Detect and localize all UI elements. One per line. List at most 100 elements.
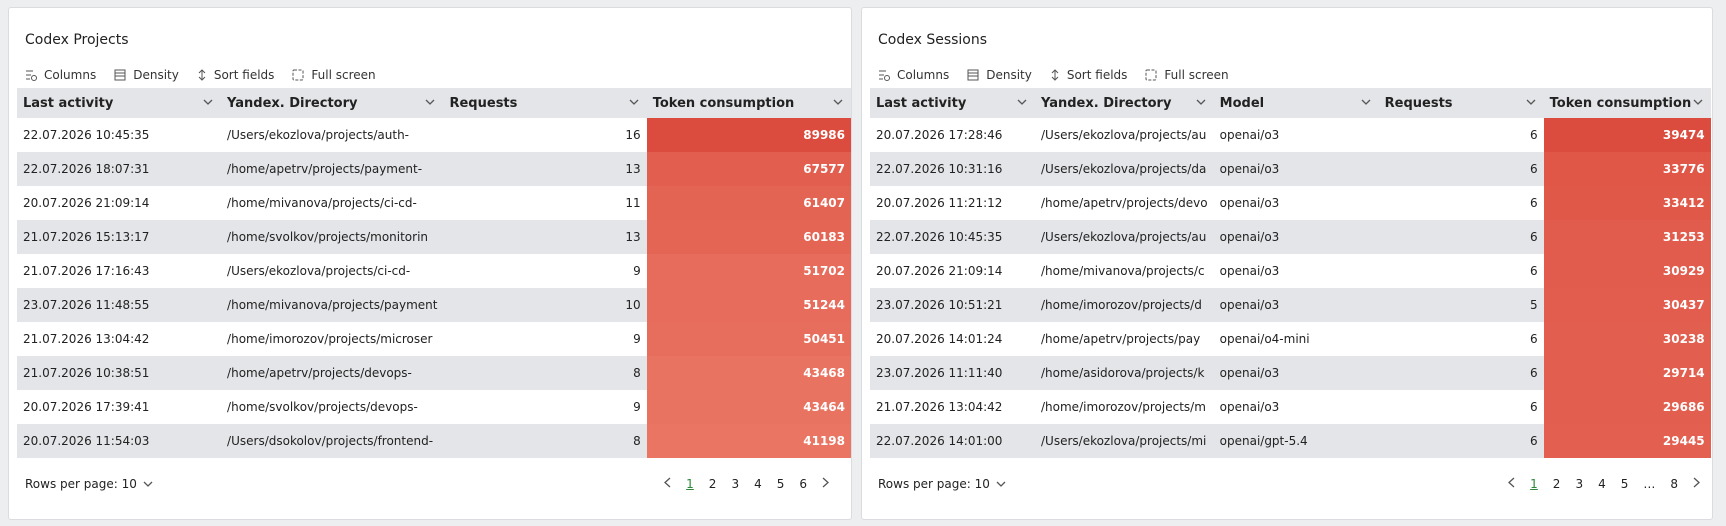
table-cell: openai/o3 [1213, 152, 1379, 186]
rows-per-page[interactable]: Rows per page: 10 [25, 477, 153, 491]
table-row: 21.07.2026 13:04:42/home/imorozov/projec… [870, 390, 1711, 424]
table-cell: 13 [443, 152, 647, 186]
table-cell: /home/asidorova/projects/k [1035, 356, 1214, 390]
page-number[interactable]: 4 [754, 477, 762, 491]
column-header[interactable]: Token consumption [646, 88, 851, 118]
table-cell: 9 [633, 264, 641, 278]
table-cell: 20.07.2026 21:09:14 [876, 264, 1003, 278]
table-cell: /home/apetrv/projects/devo [1041, 196, 1208, 210]
table-row: 23.07.2026 10:51:21/home/imorozov/projec… [870, 288, 1711, 322]
column-header[interactable]: Token consumption [1543, 88, 1711, 118]
page-arrow[interactable] [822, 477, 829, 491]
table-cell: 9 [633, 400, 641, 414]
page-number[interactable]: 3 [1575, 477, 1584, 491]
rows-per-page-label: Rows per page: 10 [878, 477, 990, 491]
table-cell: /home/apetrv/projects/payment- [221, 152, 444, 186]
table-row: 22.07.2026 10:31:16/Users/ekozlova/proje… [870, 152, 1711, 186]
toolbar-button[interactable]: Full screen [1145, 68, 1229, 82]
column-header[interactable]: Last activity [17, 88, 222, 118]
page-number[interactable]: 4 [1598, 477, 1606, 491]
column-header[interactable]: Last activity [870, 88, 1035, 118]
page-number[interactable]: 6 [799, 477, 807, 491]
heat-cell: 30238 [1543, 322, 1711, 356]
table-cell: /home/apetrv/projects/devops- [221, 356, 444, 390]
page-number[interactable]: 2 [1552, 477, 1561, 491]
page-number[interactable]: 5 [1620, 477, 1629, 491]
column-title: Requests [1384, 95, 1453, 111]
table-cell: /Users/dsokolov/projects/frontend- [221, 424, 444, 458]
page-arrow[interactable] [1693, 477, 1700, 491]
column-header[interactable]: Requests [1378, 88, 1544, 118]
table-cell: /home/mivanova/projects/ci-cd- [227, 196, 417, 210]
table-cell: 23.07.2026 11:48:55 [17, 288, 222, 322]
table-cell: 5 [1378, 288, 1544, 322]
heat-cell: 31253 [1543, 220, 1711, 254]
heat-cell: 50451 [646, 322, 851, 356]
table-cell: openai/o3 [1219, 128, 1280, 142]
page-arrow[interactable] [1508, 477, 1515, 491]
toolbar-button[interactable]: Density [967, 68, 1032, 82]
table-row: 20.07.2026 11:54:03/Users/dsokolov/proje… [17, 424, 851, 458]
page-arrow[interactable] [664, 477, 671, 491]
pagination: 1 2 3 4 5 … 8 [1508, 477, 1700, 491]
sort-chevron[interactable] [425, 99, 435, 106]
table-cell: 6 [1378, 424, 1544, 458]
table-cell: 11 [625, 196, 641, 210]
sort-chevron[interactable] [1526, 99, 1536, 106]
table-cell: 20.07.2026 11:21:12 [876, 196, 1003, 210]
table-row: 23.07.2026 11:48:55/home/mivanova/projec… [17, 288, 851, 322]
header-row: Last activity Yandex. Directory Model Reque… [870, 88, 1711, 118]
table-cell: /Users/ekozlova/projects/mi [1035, 424, 1214, 458]
column-header[interactable]: Yandex. Directory [221, 88, 444, 118]
toolbar-button[interactable]: Sort fields [197, 68, 274, 82]
page-number[interactable]: 1 [686, 477, 694, 491]
sort-chevron[interactable] [833, 99, 843, 106]
sort-chevron[interactable] [1017, 99, 1027, 106]
heat-cell: 60183 [646, 220, 851, 254]
sort-chevron[interactable] [629, 99, 639, 106]
page-number[interactable]: 8 [1670, 477, 1678, 491]
table-cell: 22.07.2026 10:45:35 [870, 220, 1035, 254]
toolbar-button[interactable]: Full screen [292, 68, 376, 82]
page-number[interactable]: 3 [731, 477, 740, 491]
page-number[interactable]: 2 [708, 477, 717, 491]
rows-per-page[interactable]: Rows per page: 10 [878, 477, 1006, 491]
toolbar-label: Full screen [1164, 68, 1229, 82]
table-row: 21.07.2026 17:16:43/Users/ekozlova/proje… [17, 254, 851, 288]
column-header[interactable]: Yandex. Directory [1035, 88, 1214, 118]
toolbar-button[interactable]: Columns [25, 68, 96, 82]
heat-cell: 89986 [646, 118, 851, 152]
table-cell: 21.07.2026 13:04:42 [876, 400, 1003, 414]
column-header[interactable]: Requests [443, 88, 647, 118]
table-cell: 6 [1378, 152, 1544, 186]
toolbar-button[interactable]: Sort fields [1050, 68, 1127, 82]
heat-cell: 30437 [1543, 288, 1711, 322]
table-cell: 9 [633, 332, 641, 346]
sort-chevron[interactable] [1693, 99, 1703, 106]
table-cell: openai/o3 [1219, 196, 1280, 210]
heat-cell: 39474 [1543, 118, 1711, 152]
sort-chevron[interactable] [1361, 99, 1371, 106]
table-cell: 22.07.2026 10:45:35 [23, 128, 150, 142]
toolbar-button[interactable]: Columns [878, 68, 949, 82]
column-title: Token consumption [652, 95, 795, 111]
toolbar-button[interactable]: Density [114, 68, 179, 82]
page-number[interactable]: 5 [776, 477, 785, 491]
page-number[interactable]: 1 [1530, 477, 1538, 491]
heat-cell: 41198 [646, 424, 851, 458]
table-cell: /home/imorozov/projects/microser [227, 332, 433, 346]
table-cell: 20.07.2026 17:39:41 [23, 400, 150, 414]
page-number[interactable]: … [1643, 477, 1656, 491]
table-cell: 8 [443, 424, 647, 458]
table-cell: 8 [443, 356, 647, 390]
column-title: Yandex. Directory [1041, 95, 1172, 111]
toolbar-label: Density [133, 68, 179, 82]
sort-chevron[interactable] [1196, 99, 1206, 106]
column-header[interactable]: Model [1213, 88, 1379, 118]
table-cell: openai/gpt-5.4 [1213, 424, 1379, 458]
table-cell: 21.07.2026 17:16:43 [23, 264, 150, 278]
heat-cell: 51244 [646, 288, 851, 322]
sort-chevron[interactable] [203, 99, 213, 106]
table-row: 20.07.2026 17:39:41/home/svolkov/project… [17, 390, 851, 424]
